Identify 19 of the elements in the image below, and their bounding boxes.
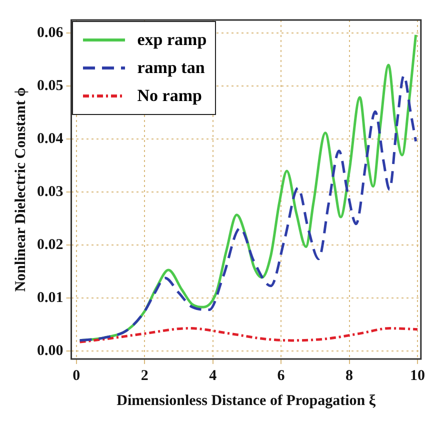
y-tick-label: 0.00: [37, 342, 64, 359]
x-tick-label: 6: [277, 368, 286, 384]
x-tick-label: 8: [346, 368, 354, 384]
line-series: [78, 327, 419, 344]
y-tick-label: 0.03: [37, 184, 64, 200]
x-tick-label: 4: [209, 368, 218, 384]
legend-label: ramp tan: [137, 58, 205, 78]
x-axis-title: Dimensionless Distance of Propagation ξ: [116, 392, 376, 409]
y-tick-label: 0.06: [37, 25, 64, 42]
x-tick-label: 2: [140, 368, 148, 384]
y-axis-title: Nonlinear Dielectric Constant ϕ: [12, 87, 29, 292]
y-tick-label: 0.05: [37, 78, 64, 94]
legend-label: No ramp: [137, 86, 202, 106]
y-tick-label: 0.02: [37, 236, 64, 253]
y-tick-label: 0.01: [37, 290, 64, 306]
x-tick-label: 0: [72, 368, 80, 384]
legend-label: exp ramp: [137, 30, 207, 50]
y-tick-label: 0.04: [37, 131, 64, 148]
x-tick-label: 10: [410, 368, 425, 384]
